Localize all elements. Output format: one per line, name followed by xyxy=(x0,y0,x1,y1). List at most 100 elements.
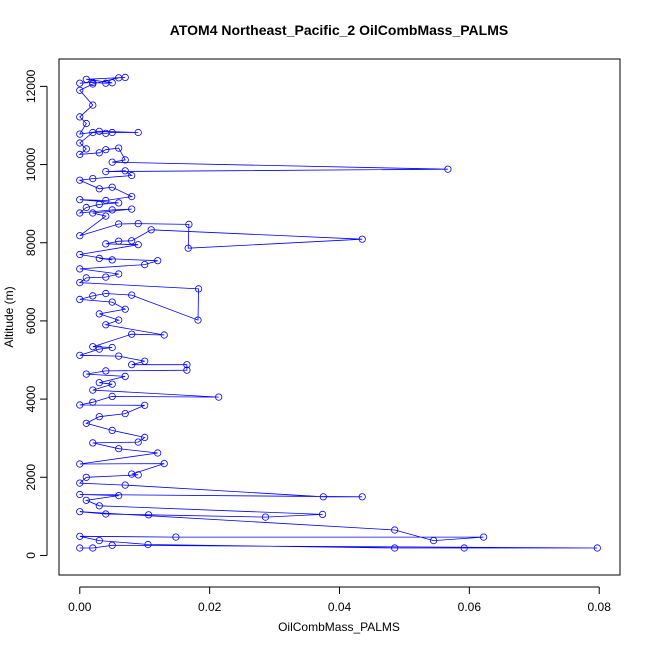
data-point xyxy=(358,493,366,501)
data-point xyxy=(183,361,191,369)
data-point xyxy=(318,510,327,519)
data-point xyxy=(76,351,84,359)
data-point xyxy=(115,220,123,228)
data-point xyxy=(102,510,110,518)
data-point xyxy=(479,533,488,541)
series-line xyxy=(78,77,598,549)
data-point xyxy=(108,183,116,191)
data-point xyxy=(134,128,142,137)
data-point xyxy=(391,544,399,552)
x-tick-label: 0.02 xyxy=(198,600,222,614)
data-point xyxy=(95,536,103,545)
data-point xyxy=(358,235,366,243)
data-point xyxy=(89,292,97,300)
y-tick-label: 2000 xyxy=(24,464,38,491)
data-point xyxy=(115,74,123,82)
data-point xyxy=(134,220,142,228)
data-point xyxy=(128,193,136,201)
data-point xyxy=(108,426,116,434)
data-point xyxy=(102,129,110,137)
data-point xyxy=(194,316,202,324)
data-point xyxy=(76,176,84,184)
data-point xyxy=(128,330,136,338)
data-point xyxy=(108,541,116,549)
data-point xyxy=(76,490,84,499)
data-point xyxy=(102,168,110,176)
data-point xyxy=(89,175,97,183)
data-point xyxy=(121,372,129,380)
x-axis: 0.00 0.02 0.04 0.06 0.08 xyxy=(68,586,611,614)
data-point xyxy=(391,526,399,534)
data-point xyxy=(102,289,110,298)
data-point xyxy=(82,203,90,212)
data-point xyxy=(76,460,84,468)
data-point xyxy=(108,158,116,166)
data-point xyxy=(95,200,103,208)
x-tick-label: 0.04 xyxy=(328,600,352,614)
data-point xyxy=(128,205,136,213)
y-tick-label: 0 xyxy=(24,552,38,559)
data-point xyxy=(89,398,97,406)
data-point xyxy=(108,79,116,87)
data-point xyxy=(76,150,84,158)
data-point xyxy=(102,196,110,205)
data-point xyxy=(76,278,84,287)
data-point xyxy=(319,493,327,501)
data-point xyxy=(460,544,468,552)
data-point xyxy=(134,241,142,249)
data-point xyxy=(95,345,103,353)
data-point xyxy=(89,80,97,88)
data-point xyxy=(215,393,223,401)
data-point xyxy=(102,240,110,248)
data-point xyxy=(95,379,103,387)
data-point xyxy=(76,479,84,487)
data-point xyxy=(76,401,84,409)
data-point xyxy=(82,473,90,481)
data-point xyxy=(89,128,97,137)
data-point xyxy=(89,101,97,109)
data-series xyxy=(76,73,601,552)
data-point xyxy=(128,171,136,180)
data-point xyxy=(115,491,123,500)
data-point xyxy=(102,146,110,154)
data-point xyxy=(128,291,136,299)
data-point xyxy=(76,113,84,121)
data-point xyxy=(89,439,97,447)
data-point xyxy=(108,206,116,214)
data-point xyxy=(76,130,84,138)
data-point xyxy=(115,445,123,453)
data-point xyxy=(95,310,103,318)
data-point xyxy=(76,209,84,217)
data-point xyxy=(76,250,84,259)
data-point xyxy=(89,544,97,552)
data-point xyxy=(76,139,84,147)
data-point xyxy=(141,357,149,365)
y-axis-label: Altitude (m) xyxy=(2,286,16,347)
data-point xyxy=(172,533,180,541)
y-tick-label: 4000 xyxy=(24,385,38,412)
data-point xyxy=(102,273,110,281)
data-point xyxy=(76,196,84,204)
data-point xyxy=(108,343,116,352)
data-point xyxy=(95,254,103,262)
data-point xyxy=(89,343,97,351)
data-point xyxy=(261,513,270,521)
data-point xyxy=(115,352,123,360)
data-point xyxy=(76,295,84,303)
data-point xyxy=(141,433,149,441)
chart-title: ATOM4 Northeast_Pacific_2 OilCombMass_PA… xyxy=(170,22,508,38)
data-point xyxy=(76,544,84,552)
data-point xyxy=(102,321,110,329)
data-point xyxy=(160,459,168,468)
data-point xyxy=(82,145,90,153)
data-point xyxy=(115,144,123,152)
data-point xyxy=(82,496,90,504)
data-point xyxy=(82,75,90,83)
data-point xyxy=(76,508,84,516)
data-point xyxy=(102,212,110,220)
y-tick-label: 10000 xyxy=(24,148,38,182)
data-point xyxy=(144,540,152,549)
plot-frame xyxy=(58,58,621,576)
y-axis: 0 2000 4000 6000 8000 10000 12000 xyxy=(24,69,48,559)
